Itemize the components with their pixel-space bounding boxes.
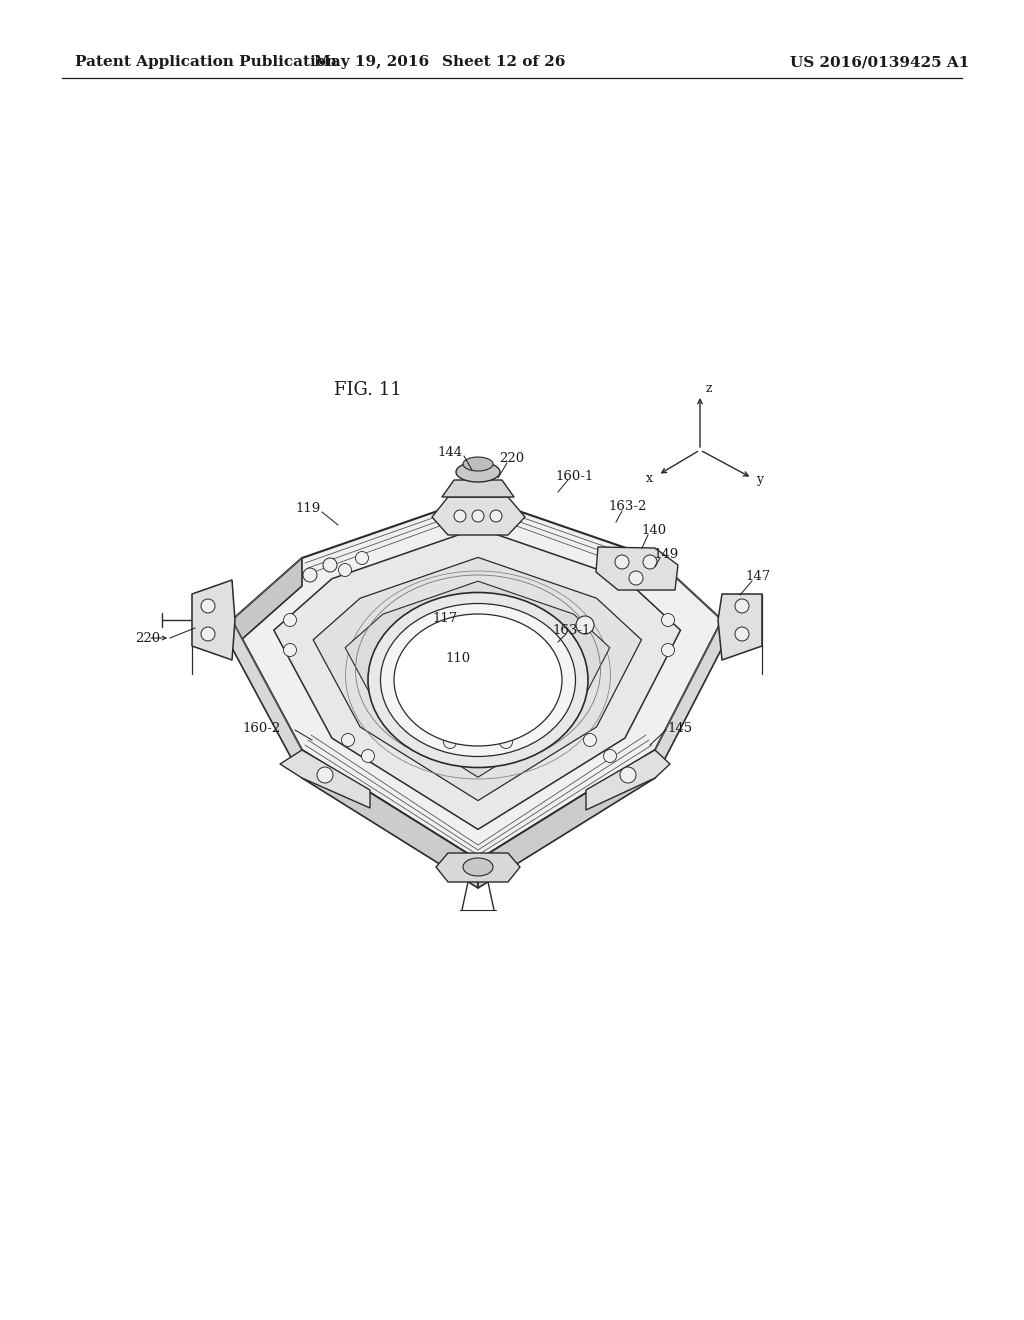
Text: 117: 117 bbox=[432, 611, 458, 624]
Circle shape bbox=[355, 552, 369, 565]
Circle shape bbox=[284, 644, 297, 656]
Circle shape bbox=[603, 750, 616, 763]
Circle shape bbox=[575, 616, 594, 634]
Text: 160-1: 160-1 bbox=[556, 470, 594, 483]
Circle shape bbox=[629, 572, 643, 585]
Ellipse shape bbox=[381, 603, 575, 756]
Circle shape bbox=[317, 767, 333, 783]
Text: x: x bbox=[646, 471, 653, 484]
Text: US 2016/0139425 A1: US 2016/0139425 A1 bbox=[790, 55, 970, 69]
Text: 220: 220 bbox=[135, 631, 161, 644]
Polygon shape bbox=[313, 557, 641, 801]
Text: 140: 140 bbox=[641, 524, 667, 537]
Ellipse shape bbox=[394, 614, 562, 746]
Polygon shape bbox=[232, 558, 302, 648]
Polygon shape bbox=[280, 750, 370, 808]
Polygon shape bbox=[302, 750, 478, 888]
Circle shape bbox=[323, 558, 337, 572]
Polygon shape bbox=[232, 498, 722, 861]
Circle shape bbox=[361, 750, 375, 763]
Ellipse shape bbox=[368, 593, 588, 767]
Text: 160-2: 160-2 bbox=[243, 722, 282, 734]
Circle shape bbox=[584, 734, 597, 747]
Circle shape bbox=[443, 735, 457, 748]
Polygon shape bbox=[432, 498, 525, 535]
Circle shape bbox=[662, 614, 675, 627]
Polygon shape bbox=[436, 853, 520, 882]
Circle shape bbox=[620, 767, 636, 783]
Text: FIG. 11: FIG. 11 bbox=[334, 381, 401, 399]
Text: Patent Application Publication: Patent Application Publication bbox=[75, 55, 337, 69]
Circle shape bbox=[490, 510, 502, 521]
Circle shape bbox=[303, 568, 317, 582]
Text: 163-2: 163-2 bbox=[609, 500, 647, 513]
Ellipse shape bbox=[463, 858, 493, 876]
Circle shape bbox=[339, 564, 351, 577]
Polygon shape bbox=[718, 594, 762, 660]
Text: 119: 119 bbox=[295, 502, 321, 515]
Circle shape bbox=[472, 510, 484, 521]
Text: y: y bbox=[756, 474, 763, 487]
Polygon shape bbox=[596, 546, 678, 590]
Circle shape bbox=[643, 554, 657, 569]
Polygon shape bbox=[232, 620, 302, 777]
Text: 147: 147 bbox=[745, 570, 771, 583]
Circle shape bbox=[735, 599, 749, 612]
Text: 163-1: 163-1 bbox=[553, 623, 591, 636]
Circle shape bbox=[500, 735, 512, 748]
Circle shape bbox=[284, 614, 297, 627]
Ellipse shape bbox=[463, 457, 493, 471]
Ellipse shape bbox=[456, 462, 500, 482]
Circle shape bbox=[662, 644, 675, 656]
Text: 110: 110 bbox=[445, 652, 471, 664]
Circle shape bbox=[201, 599, 215, 612]
Text: z: z bbox=[706, 381, 713, 395]
Circle shape bbox=[454, 510, 466, 521]
Circle shape bbox=[735, 627, 749, 642]
Circle shape bbox=[201, 627, 215, 642]
Text: 144: 144 bbox=[437, 446, 463, 458]
Text: 149: 149 bbox=[653, 548, 679, 561]
Polygon shape bbox=[273, 528, 681, 829]
Circle shape bbox=[615, 554, 629, 569]
Text: 220: 220 bbox=[500, 453, 524, 466]
Polygon shape bbox=[193, 579, 234, 660]
Text: 145: 145 bbox=[668, 722, 692, 734]
Polygon shape bbox=[586, 750, 670, 810]
Circle shape bbox=[341, 734, 354, 747]
Polygon shape bbox=[478, 750, 655, 888]
Polygon shape bbox=[442, 480, 514, 498]
Polygon shape bbox=[345, 581, 609, 777]
Polygon shape bbox=[655, 620, 722, 777]
Text: May 19, 2016  Sheet 12 of 26: May 19, 2016 Sheet 12 of 26 bbox=[314, 55, 565, 69]
